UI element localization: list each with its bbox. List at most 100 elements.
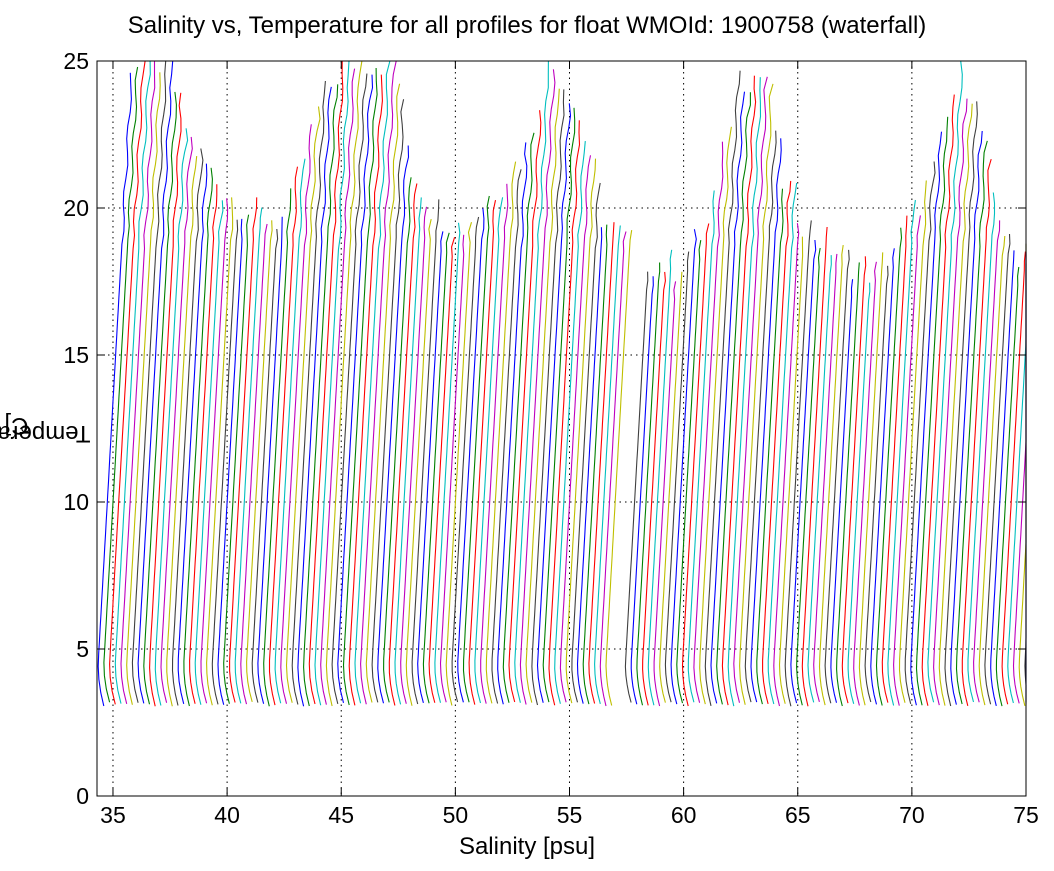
profile-line [813,253,838,703]
profile-line [910,131,943,706]
profile-line [531,89,565,706]
profile-line [818,245,844,706]
profile-line [491,169,522,704]
profile-line [166,156,198,707]
profile-line [664,251,690,703]
profile-line [348,74,383,706]
x-tick-label: 50 [443,802,469,828]
profile-line [405,218,432,706]
profile-line [303,84,339,707]
profile-line [681,223,710,707]
axis-ticks: 35 40 45 50 55 60 65 70 75 0 5 10 15 20 25 [63,48,1038,828]
profile-line [565,158,597,704]
profile-line [274,158,306,704]
profile-line [468,199,497,705]
profile-line [234,207,263,704]
grid-lines [97,61,1026,796]
profile-line [434,222,461,703]
y-tick-label: 25 [63,48,89,74]
profile-line [280,124,312,704]
profile-line [554,141,586,704]
profile-line [978,235,1006,706]
profile-line [915,116,949,706]
profile-line [103,66,139,703]
profile-line [371,99,405,703]
profile-line [257,216,283,704]
profile-line [881,215,908,703]
profile-line [773,223,800,707]
profile-line [716,92,751,705]
profile-line [536,103,572,703]
profile-line [474,197,504,704]
profile-line [893,215,921,706]
profile-line [320,68,356,705]
profile-line [171,148,204,706]
profile-line [687,190,715,703]
profile-line [445,222,473,706]
profile-line [120,61,156,705]
profile-line [704,70,741,707]
profile-line [721,75,757,706]
profile-line [109,60,146,705]
profile-line [898,180,927,703]
profile-line [365,83,401,703]
profile-line [796,247,821,706]
profile-line [354,60,391,704]
profile-line [149,92,182,707]
profile-line [870,248,895,705]
profile-line [194,200,224,705]
x-tick-label: 55 [557,802,583,828]
profile-line [377,145,410,704]
x-tick-label: 35 [100,802,126,828]
profile-line [995,266,1020,707]
profile-line [659,271,683,703]
profile-line [183,167,213,707]
profile-line [1001,251,1026,705]
profile-line [801,226,828,707]
profile-line [955,140,988,705]
profile-line [360,60,397,705]
profile-line [291,80,326,705]
x-tick-label: 60 [671,802,697,828]
profile-line [767,182,798,705]
profile-line [200,198,229,704]
profile-line [858,252,884,706]
x-tick-label: 70 [899,802,925,828]
profile-line [314,60,350,706]
profile-line [864,265,889,703]
profile-line [588,222,615,704]
x-axis-label: Salinity [psu] [458,833,596,860]
profile-series [97,60,1027,707]
profile-line [114,60,151,704]
profile-line [875,227,903,706]
y-tick-label: 0 [76,783,89,809]
x-tick-label: 75 [1013,802,1039,828]
profile-line [784,220,812,707]
profile-line [921,94,955,706]
x-tick-label: 45 [328,802,354,828]
profile-line [762,180,792,705]
profile-line [933,98,968,706]
profile-line [297,86,332,707]
profile-line [990,250,1015,707]
profile-line [388,183,418,706]
profile-line [576,227,603,704]
profile-line [967,192,996,703]
profile-line [756,188,784,705]
profile-line [699,126,732,705]
profile-line [308,60,344,705]
profile-line [451,216,480,703]
profile-line [542,107,576,703]
y-tick-label: 5 [76,636,89,662]
profile-line [582,224,608,705]
profile-line [240,223,268,705]
profile-line [807,255,832,703]
profile-line [944,101,978,707]
profile-line [251,228,279,703]
profile-line [342,67,378,706]
profile-line [411,199,440,705]
x-tick-label: 40 [214,802,240,828]
profile-line [950,130,983,705]
profile-line [548,120,581,706]
profile-line [853,261,877,706]
